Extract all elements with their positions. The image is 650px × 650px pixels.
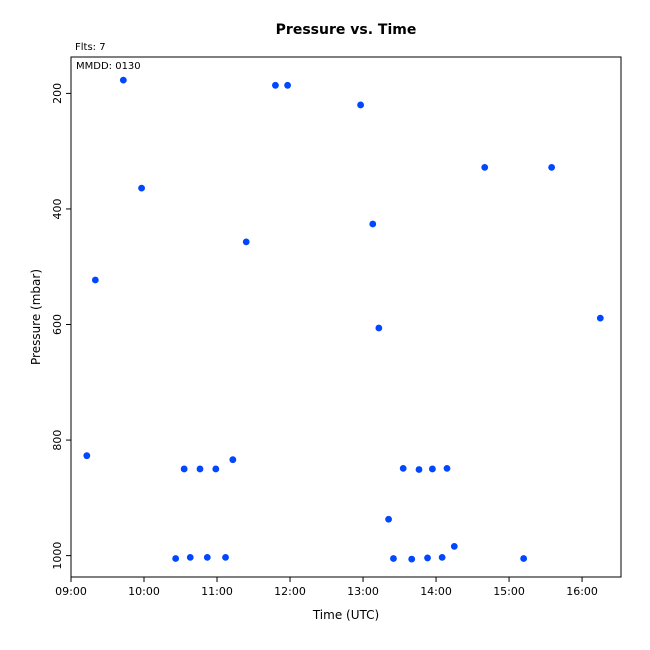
data-point (385, 515, 392, 523)
x-tick-label: 13:00 (347, 585, 379, 598)
data-point (242, 238, 250, 246)
y-tick-label: 800 (51, 430, 64, 451)
data-point (83, 452, 91, 460)
data-point (229, 456, 237, 464)
data-point (424, 554, 431, 562)
y-tick-label: 400 (51, 198, 64, 219)
data-point (375, 324, 383, 332)
y-axis-label: Pressure (mbar) (29, 269, 43, 365)
data-point (212, 465, 220, 473)
data-point (548, 163, 556, 171)
x-axis: 09:00 10:00 11:00 12:00 13:00 14:00 15:00 16:00 (55, 577, 598, 598)
data-point (415, 466, 423, 473)
data-points (83, 76, 604, 563)
data-point (180, 465, 188, 473)
x-tick-label: 10:00 (128, 585, 160, 598)
date-label: MMDD: 0130 (76, 61, 141, 72)
y-tick-label: 1000 (51, 542, 64, 570)
flights-count-label: Flts: 7 (75, 42, 106, 53)
data-point (357, 101, 365, 109)
x-tick-label: 11:00 (201, 585, 233, 598)
plot-area-frame (70, 56, 622, 578)
x-tick-label: 14:00 (420, 585, 452, 598)
data-point (119, 76, 127, 84)
data-point (203, 553, 211, 561)
data-point (91, 276, 99, 284)
x-tick-label: 09:00 (55, 585, 87, 598)
data-point (390, 555, 397, 562)
data-point (172, 555, 180, 562)
x-tick-label: 16:00 (566, 585, 598, 598)
data-point (438, 553, 446, 561)
data-point (369, 220, 377, 228)
y-tick-label: 200 (51, 83, 64, 104)
data-point (196, 465, 204, 473)
y-tick-label: 600 (51, 314, 64, 335)
data-point (284, 81, 291, 89)
x-axis-label: Time (UTC) (312, 608, 379, 622)
data-point (428, 465, 436, 473)
data-point (596, 314, 604, 322)
data-point (408, 555, 416, 563)
y-axis: 200 400 600 800 1000 (51, 83, 71, 570)
data-point (272, 81, 279, 89)
data-point (222, 553, 229, 561)
data-point (520, 555, 528, 562)
data-point (186, 553, 194, 561)
data-point (481, 163, 489, 171)
data-point (399, 464, 407, 472)
x-tick-label: 12:00 (274, 585, 306, 598)
data-point (450, 542, 458, 550)
data-point (443, 464, 451, 472)
x-tick-label: 15:00 (493, 585, 525, 598)
data-point (138, 184, 145, 192)
chart-title: Pressure vs. Time (276, 22, 417, 38)
